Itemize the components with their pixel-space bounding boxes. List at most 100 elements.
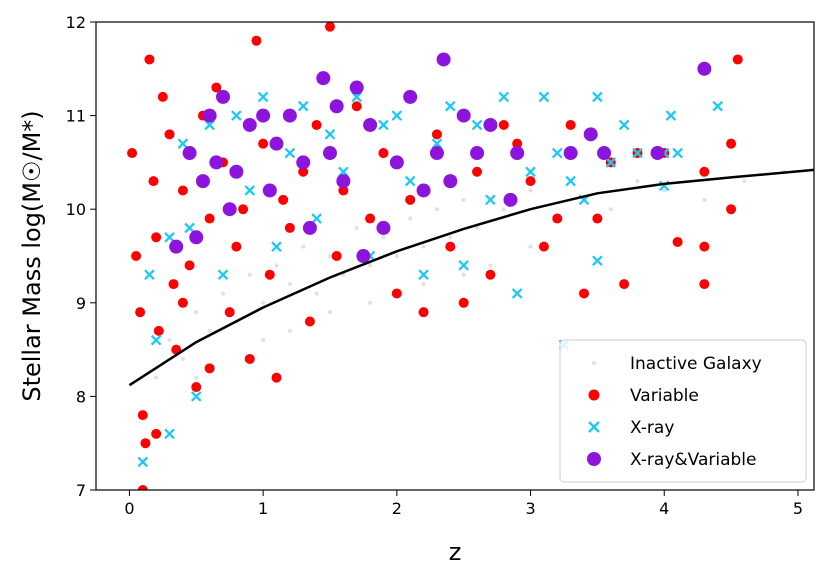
point-1-60 <box>699 241 710 252</box>
point-1-51 <box>552 213 563 224</box>
legend-box <box>559 339 807 483</box>
point-2-28 <box>511 288 523 299</box>
point-1-67 <box>177 297 188 308</box>
point-3-13 <box>282 108 297 123</box>
point-3-31 <box>470 146 485 161</box>
point-3-9 <box>242 117 257 132</box>
point-3-38 <box>650 146 665 161</box>
point-3-12 <box>269 136 284 151</box>
point-3-28 <box>436 52 451 67</box>
point-1-48 <box>512 138 523 149</box>
point-0-9 <box>274 263 279 268</box>
point-2-31 <box>551 147 563 159</box>
point-0-33 <box>742 179 747 184</box>
point-1-22 <box>238 204 249 215</box>
point-2-36 <box>592 255 603 266</box>
y-tick-label-5: 12 <box>66 13 86 32</box>
point-1-37 <box>365 213 376 224</box>
legend-marker-variable <box>588 389 600 401</box>
point-2-35 <box>592 91 603 103</box>
point-1-32 <box>311 119 322 130</box>
point-0-4 <box>207 328 212 333</box>
x-tick-label-5: 5 <box>793 499 803 518</box>
point-1-42 <box>431 129 442 140</box>
point-2-1 <box>150 334 162 346</box>
point-1-9 <box>157 91 168 102</box>
legend-label-inactive: Inactive Galaxy <box>630 354 762 374</box>
point-0-5 <box>221 291 226 296</box>
point-2-24 <box>458 260 470 271</box>
point-2-18 <box>378 119 389 131</box>
point-0-0 <box>154 375 159 380</box>
point-1-47 <box>498 119 509 130</box>
point-1-52 <box>565 119 576 130</box>
y-tick-label-3: 10 <box>66 200 86 219</box>
point-2-9 <box>257 91 269 103</box>
point-0-17 <box>381 235 386 240</box>
point-1-3 <box>137 410 148 421</box>
point-0-19 <box>408 216 413 221</box>
legend-marker-xray <box>588 421 600 433</box>
point-1-20 <box>224 307 235 318</box>
point-0-3 <box>194 310 199 315</box>
point-0-31 <box>662 188 667 193</box>
point-1-65 <box>699 166 710 177</box>
point-1-15 <box>191 382 202 393</box>
point-3-3 <box>195 174 210 189</box>
point-0-35 <box>261 338 266 343</box>
point-0-20 <box>421 244 426 249</box>
point-1-13 <box>177 185 188 196</box>
point-1-30 <box>298 166 309 177</box>
point-1-1 <box>131 251 142 261</box>
legend: Inactive Galaxy Variable X-ray X-ray&Var… <box>559 339 807 483</box>
point-3-24 <box>389 155 404 170</box>
point-2-44 <box>712 100 724 112</box>
point-2-21 <box>418 269 429 281</box>
point-2-27 <box>498 91 510 103</box>
x-tick-label-3: 3 <box>525 499 535 518</box>
point-3-20 <box>349 80 364 95</box>
point-2-39 <box>632 147 643 159</box>
point-1-33 <box>324 22 335 32</box>
point-3-5 <box>209 155 224 170</box>
point-0-30 <box>635 179 640 184</box>
point-3-17 <box>322 146 337 161</box>
point-3-7 <box>222 202 237 217</box>
point-0-10 <box>287 282 292 287</box>
point-3-2 <box>189 230 204 245</box>
point-0-21 <box>434 207 439 212</box>
point-1-63 <box>726 204 737 215</box>
point-0-29 <box>608 207 613 212</box>
point-2-25 <box>471 119 483 131</box>
point-0-7 <box>247 272 252 277</box>
point-2-4 <box>190 391 202 402</box>
point-1-64 <box>732 54 743 65</box>
point-2-7 <box>231 110 242 121</box>
x-axis-title: z <box>449 538 462 566</box>
point-2-16 <box>351 91 363 103</box>
y-tick-label-1: 8 <box>76 387 86 406</box>
point-1-17 <box>204 213 215 224</box>
point-2-6 <box>217 269 229 281</box>
point-3-19 <box>336 174 351 189</box>
point-1-43 <box>445 241 456 252</box>
point-1-18 <box>211 82 222 93</box>
point-1-59 <box>672 236 683 247</box>
point-0-8 <box>261 300 266 305</box>
point-0-11 <box>301 244 306 249</box>
y-tick-label-4: 11 <box>66 107 86 126</box>
point-1-62 <box>726 138 737 149</box>
point-2-19 <box>391 110 403 121</box>
point-3-1 <box>182 146 197 161</box>
point-1-36 <box>351 101 362 112</box>
point-1-5 <box>144 54 155 65</box>
point-2-26 <box>485 194 496 206</box>
point-3-29 <box>443 174 458 189</box>
point-3-14 <box>296 155 311 170</box>
y-tick-label-2: 9 <box>76 294 86 313</box>
point-1-41 <box>418 307 429 318</box>
point-2-15 <box>338 166 349 178</box>
x-tick-label-0: 0 <box>124 499 134 518</box>
point-2-3 <box>177 138 189 149</box>
point-1-24 <box>251 35 262 46</box>
